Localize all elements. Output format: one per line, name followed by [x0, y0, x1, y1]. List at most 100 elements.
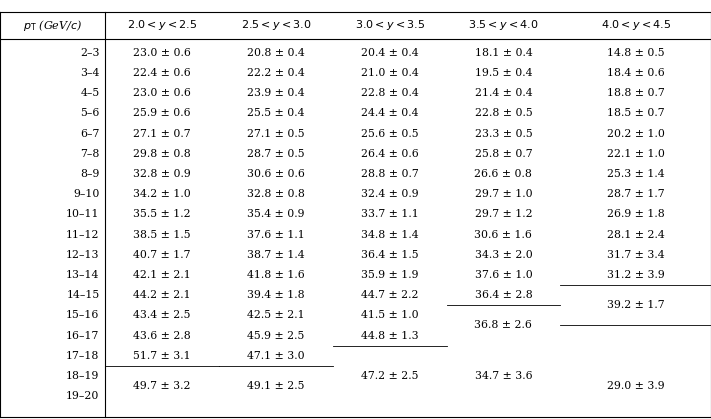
Text: 22.8 ± 0.4: 22.8 ± 0.4 — [360, 88, 419, 98]
Text: 18.1 ± 0.4: 18.1 ± 0.4 — [474, 48, 533, 58]
Text: 31.7 ± 3.4: 31.7 ± 3.4 — [606, 250, 665, 260]
Text: 24.4 ± 0.4: 24.4 ± 0.4 — [361, 109, 418, 119]
Text: 37.6 ± 1.0: 37.6 ± 1.0 — [474, 270, 533, 280]
Text: 28.7 ± 0.5: 28.7 ± 0.5 — [247, 149, 305, 159]
Text: 49.1 ± 2.5: 49.1 ± 2.5 — [247, 381, 304, 391]
Text: 11–12: 11–12 — [66, 230, 100, 240]
Text: 18.4 ± 0.6: 18.4 ± 0.6 — [606, 68, 665, 78]
Text: 27.1 ± 0.7: 27.1 ± 0.7 — [133, 129, 191, 139]
Text: 20.4 ± 0.4: 20.4 ± 0.4 — [360, 48, 419, 58]
Text: 25.9 ± 0.6: 25.9 ± 0.6 — [133, 109, 191, 119]
Text: 22.8 ± 0.5: 22.8 ± 0.5 — [474, 109, 533, 119]
Text: 43.4 ± 2.5: 43.4 ± 2.5 — [134, 310, 191, 321]
Text: 7–8: 7–8 — [80, 149, 100, 159]
Text: 22.4 ± 0.6: 22.4 ± 0.6 — [133, 68, 191, 78]
Text: 2–3: 2–3 — [80, 48, 100, 58]
Text: 47.1 ± 3.0: 47.1 ± 3.0 — [247, 351, 305, 361]
Text: 20.2 ± 1.0: 20.2 ± 1.0 — [606, 129, 665, 139]
Text: $3.5 < y < 4.0$: $3.5 < y < 4.0$ — [468, 18, 539, 32]
Text: 36.4 ± 1.5: 36.4 ± 1.5 — [360, 250, 419, 260]
Text: $4.0 < y < 4.5$: $4.0 < y < 4.5$ — [601, 18, 670, 32]
Text: 39.4 ± 1.8: 39.4 ± 1.8 — [247, 290, 305, 300]
Text: 32.8 ± 0.9: 32.8 ± 0.9 — [133, 169, 191, 179]
Text: 18–19: 18–19 — [66, 371, 100, 381]
Text: 37.6 ± 1.1: 37.6 ± 1.1 — [247, 230, 305, 240]
Text: 10–11: 10–11 — [66, 210, 100, 220]
Text: 12–13: 12–13 — [66, 250, 100, 260]
Text: 44.8 ± 1.3: 44.8 ± 1.3 — [360, 331, 419, 341]
Text: 5–6: 5–6 — [80, 109, 100, 119]
Text: 47.2 ± 2.5: 47.2 ± 2.5 — [361, 371, 418, 381]
Text: 43.6 ± 2.8: 43.6 ± 2.8 — [133, 331, 191, 341]
Text: 15–16: 15–16 — [66, 310, 100, 321]
Text: 6–7: 6–7 — [80, 129, 100, 139]
Text: 29.8 ± 0.8: 29.8 ± 0.8 — [133, 149, 191, 159]
Text: 34.8 ± 1.4: 34.8 ± 1.4 — [360, 230, 419, 240]
Text: 34.3 ± 2.0: 34.3 ± 2.0 — [474, 250, 533, 260]
Text: 30.6 ± 0.6: 30.6 ± 0.6 — [247, 169, 305, 179]
Text: 29.7 ± 1.2: 29.7 ± 1.2 — [474, 210, 533, 220]
Text: 28.7 ± 1.7: 28.7 ± 1.7 — [606, 189, 665, 199]
Text: 36.8 ± 2.6: 36.8 ± 2.6 — [474, 321, 533, 331]
Text: 20.8 ± 0.4: 20.8 ± 0.4 — [247, 48, 305, 58]
Text: 45.9 ± 2.5: 45.9 ± 2.5 — [247, 331, 304, 341]
Text: 32.4 ± 0.9: 32.4 ± 0.9 — [360, 189, 419, 199]
Text: 18.8 ± 0.7: 18.8 ± 0.7 — [606, 88, 665, 98]
Text: 23.3 ± 0.5: 23.3 ± 0.5 — [474, 129, 533, 139]
Text: 22.1 ± 1.0: 22.1 ± 1.0 — [606, 149, 665, 159]
Text: 14–15: 14–15 — [66, 290, 100, 300]
Text: $3.0 < y < 3.5$: $3.0 < y < 3.5$ — [355, 18, 424, 32]
Text: 41.8 ± 1.6: 41.8 ± 1.6 — [247, 270, 305, 280]
Text: 34.7 ± 3.6: 34.7 ± 3.6 — [474, 371, 533, 381]
Text: 29.0 ± 3.9: 29.0 ± 3.9 — [606, 381, 665, 391]
Text: 21.4 ± 0.4: 21.4 ± 0.4 — [474, 88, 533, 98]
Text: 17–18: 17–18 — [66, 351, 100, 361]
Text: 9–10: 9–10 — [73, 189, 100, 199]
Text: 22.2 ± 0.4: 22.2 ± 0.4 — [247, 68, 305, 78]
Text: 25.6 ± 0.5: 25.6 ± 0.5 — [360, 129, 419, 139]
Text: $2.5 < y < 3.0$: $2.5 < y < 3.0$ — [240, 18, 311, 32]
Text: 25.8 ± 0.7: 25.8 ± 0.7 — [474, 149, 533, 159]
Text: 42.5 ± 2.1: 42.5 ± 2.1 — [247, 310, 305, 321]
Text: 23.0 ± 0.6: 23.0 ± 0.6 — [133, 48, 191, 58]
Text: 26.6 ± 0.8: 26.6 ± 0.8 — [474, 169, 533, 179]
Text: 23.0 ± 0.6: 23.0 ± 0.6 — [133, 88, 191, 98]
Text: 28.1 ± 2.4: 28.1 ± 2.4 — [606, 230, 665, 240]
Text: 27.1 ± 0.5: 27.1 ± 0.5 — [247, 129, 305, 139]
Text: $p_{\mathrm{T}}$ (GeV/$c$): $p_{\mathrm{T}}$ (GeV/$c$) — [23, 18, 82, 33]
Text: 38.7 ± 1.4: 38.7 ± 1.4 — [247, 250, 305, 260]
Text: 36.4 ± 2.8: 36.4 ± 2.8 — [474, 290, 533, 300]
Text: 49.7 ± 3.2: 49.7 ± 3.2 — [134, 381, 191, 391]
Text: 34.2 ± 1.0: 34.2 ± 1.0 — [133, 189, 191, 199]
Text: 32.8 ± 0.8: 32.8 ± 0.8 — [247, 189, 305, 199]
Text: $2.0 < y < 2.5$: $2.0 < y < 2.5$ — [127, 18, 197, 32]
Text: 8–9: 8–9 — [80, 169, 100, 179]
Text: 3–4: 3–4 — [80, 68, 100, 78]
Text: 38.5 ± 1.5: 38.5 ± 1.5 — [133, 230, 191, 240]
Text: 35.9 ± 1.9: 35.9 ± 1.9 — [361, 270, 418, 280]
Text: 35.5 ± 1.2: 35.5 ± 1.2 — [133, 210, 191, 220]
Text: 44.7 ± 2.2: 44.7 ± 2.2 — [361, 290, 418, 300]
Text: 44.2 ± 2.1: 44.2 ± 2.1 — [133, 290, 191, 300]
Text: 51.7 ± 3.1: 51.7 ± 3.1 — [133, 351, 191, 361]
Text: 26.4 ± 0.6: 26.4 ± 0.6 — [360, 149, 419, 159]
Text: 28.8 ± 0.7: 28.8 ± 0.7 — [360, 169, 419, 179]
Text: 14.8 ± 0.5: 14.8 ± 0.5 — [606, 48, 665, 58]
Text: 18.5 ± 0.7: 18.5 ± 0.7 — [606, 109, 665, 119]
Text: 31.2 ± 3.9: 31.2 ± 3.9 — [606, 270, 665, 280]
Text: 16–17: 16–17 — [66, 331, 100, 341]
Text: 41.5 ± 1.0: 41.5 ± 1.0 — [360, 310, 419, 321]
Text: 35.4 ± 0.9: 35.4 ± 0.9 — [247, 210, 304, 220]
Text: 30.6 ± 1.6: 30.6 ± 1.6 — [474, 230, 533, 240]
Text: 25.5 ± 0.4: 25.5 ± 0.4 — [247, 109, 304, 119]
Text: 19–20: 19–20 — [66, 391, 100, 401]
Text: 4–5: 4–5 — [80, 88, 100, 98]
Text: 39.2 ± 1.7: 39.2 ± 1.7 — [606, 300, 665, 310]
Text: 33.7 ± 1.1: 33.7 ± 1.1 — [360, 210, 419, 220]
Text: 26.9 ± 1.8: 26.9 ± 1.8 — [606, 210, 665, 220]
Text: 19.5 ± 0.4: 19.5 ± 0.4 — [475, 68, 532, 78]
Text: 23.9 ± 0.4: 23.9 ± 0.4 — [247, 88, 305, 98]
Text: 21.0 ± 0.4: 21.0 ± 0.4 — [360, 68, 419, 78]
Text: 25.3 ± 1.4: 25.3 ± 1.4 — [606, 169, 665, 179]
Text: 29.7 ± 1.0: 29.7 ± 1.0 — [474, 189, 533, 199]
